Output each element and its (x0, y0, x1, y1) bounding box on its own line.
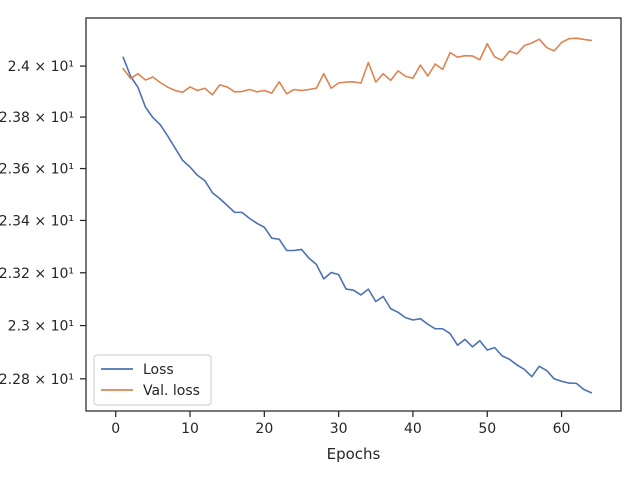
y-tick-label: 2.32 × 10¹ (0, 266, 74, 282)
legend-box (93, 354, 212, 406)
legend-label-loss: Loss (143, 362, 174, 378)
plot-frame (85, 17, 622, 412)
x-tick-label: 20 (255, 421, 273, 437)
plot-area (86, 18, 621, 411)
x-tick-label: 40 (404, 421, 422, 437)
y-tick-label: 2.38 × 10¹ (0, 110, 74, 126)
x-tick-label: 0 (111, 421, 120, 437)
legend-label-val-loss: Val. loss (143, 383, 200, 399)
x-axis-title: Epochs (327, 445, 381, 463)
x-tick-label: 60 (553, 421, 571, 437)
series-line-val-loss (122, 37, 593, 96)
y-tick-label: 2.34 × 10¹ (0, 213, 74, 229)
y-tick-label: 2.36 × 10¹ (0, 162, 74, 178)
series-line-loss (122, 56, 593, 394)
y-tick-label: 2.28 × 10¹ (0, 372, 74, 388)
legend: Loss Val. loss (93, 354, 212, 406)
x-tick-label: 30 (330, 421, 348, 437)
x-tick-label: 10 (181, 421, 199, 437)
y-axis-ticks: 2.28 × 10¹ 2.3 × 10¹ 2.32 × 10¹ 2.34 × 10¹ 2… (0, 59, 86, 388)
x-tick-label: 50 (478, 421, 496, 437)
series-layer (122, 37, 593, 394)
x-axis-ticks: 0 10 20 30 40 50 60 (111, 411, 570, 437)
y-tick-label: 2.4 × 10¹ (8, 59, 74, 75)
y-tick-label: 2.3 × 10¹ (8, 319, 74, 335)
